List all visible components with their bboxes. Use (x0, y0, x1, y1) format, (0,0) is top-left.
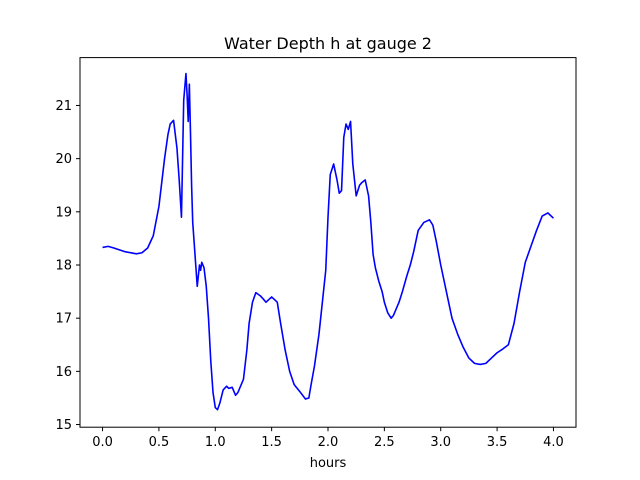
x-tick-label: 2.0 (318, 435, 339, 450)
x-tick-label: 0.0 (92, 435, 113, 450)
y-tick-label: 20 (55, 152, 72, 167)
x-tick-label: 4.0 (543, 435, 564, 450)
series-line-0 (102, 72, 554, 411)
x-tick-label: 3.5 (487, 435, 508, 450)
y-axis: 15 16 17 18 19 20 21 (55, 99, 80, 433)
y-tick-label: 15 (55, 418, 72, 433)
y-tick-label: 21 (55, 99, 72, 114)
x-tick-label: 3.0 (430, 435, 451, 450)
x-tick-label: 1.5 (261, 435, 282, 450)
x-tick-label: 0.5 (149, 435, 170, 450)
y-tick-label: 18 (55, 259, 72, 274)
x-axis-title: hours (310, 456, 347, 471)
series-layer (102, 72, 554, 411)
x-axis: 0.0 0.5 1.0 1.5 2.0 2.5 3.0 3.5 4.0 (92, 427, 564, 450)
x-tick-label: 1.0 (205, 435, 226, 450)
chart-title: Water Depth h at gauge 2 (224, 34, 432, 53)
y-tick-label: 16 (55, 365, 72, 380)
x-tick-label: 2.5 (374, 435, 395, 450)
y-tick-label: 19 (55, 205, 72, 220)
y-tick-label: 17 (55, 312, 72, 327)
